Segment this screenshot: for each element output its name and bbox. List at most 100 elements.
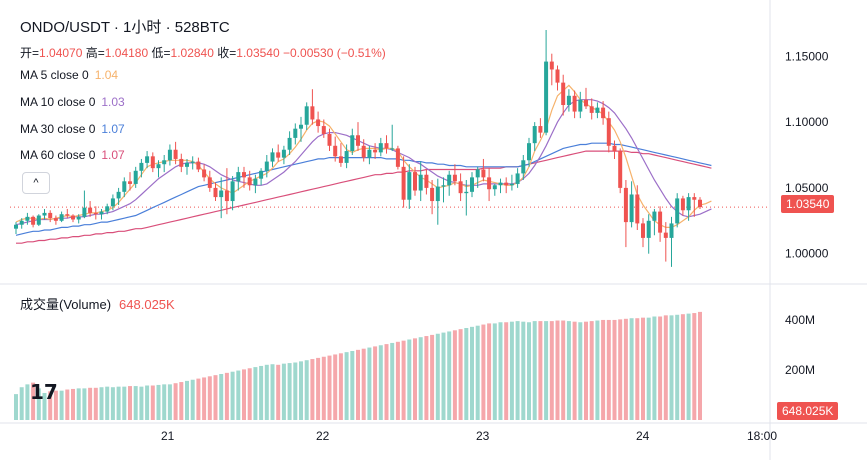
candle-body	[344, 151, 349, 163]
volume-value: 648.025K	[119, 297, 175, 312]
candle-body	[361, 145, 366, 158]
candle-body	[521, 160, 526, 174]
volume-bar	[498, 322, 503, 420]
volume-bar	[14, 394, 18, 420]
volume-bar	[669, 315, 674, 420]
ma60-line	[16, 150, 712, 244]
candle-body	[150, 156, 155, 169]
candle-body	[99, 211, 104, 215]
ma30-legend[interactable]: MA 30 close 0 1.07	[20, 122, 125, 136]
volume-bar	[42, 392, 47, 420]
ma30-value: 1.07	[101, 122, 125, 136]
volume-bar	[299, 361, 303, 420]
candle-body	[162, 160, 167, 165]
volume-legend[interactable]: 成交量(Volume) 648.025K	[20, 294, 175, 313]
candle-body	[25, 216, 30, 221]
candles	[14, 30, 702, 267]
open-value: 1.04070	[39, 46, 83, 60]
ma60-label: MA 60 close 0	[20, 148, 96, 162]
volume-bar	[658, 316, 663, 420]
price-tick-label: 1.05000	[785, 181, 829, 195]
candle-body	[413, 172, 417, 191]
volume-bar	[139, 386, 144, 420]
volume-bar	[162, 384, 167, 420]
collapse-legend-button[interactable]: ^	[22, 172, 50, 194]
candle-body	[133, 170, 138, 184]
candle-body	[481, 169, 486, 178]
candle-body	[356, 135, 360, 146]
candle-body	[618, 151, 623, 188]
volume-bar	[390, 342, 395, 420]
volume-bar	[549, 321, 554, 420]
ma30-label: MA 30 close 0	[20, 122, 96, 136]
ohlc-readout: 开=1.04070 高=1.04180 低=1.02840 收=1.03540 …	[20, 44, 386, 61]
candle-body	[190, 161, 195, 163]
volume-bar	[698, 311, 702, 420]
candle-body	[42, 212, 47, 216]
ma60-value: 1.07	[101, 148, 125, 162]
candle-body	[93, 212, 98, 215]
chart-title: ONDO/USDT · 1小时 · 528BTC	[20, 19, 230, 36]
volume-bar	[207, 376, 212, 420]
candle-body	[430, 187, 435, 202]
volume-bar	[270, 364, 275, 420]
ma5-legend[interactable]: MA 5 close 0 1.04	[20, 68, 118, 82]
volume-bar	[310, 359, 315, 420]
candle-body	[110, 198, 115, 207]
volume-bar	[470, 326, 474, 420]
volume-bar	[606, 319, 611, 420]
volume-bar	[110, 387, 115, 420]
volume-bar	[350, 351, 355, 420]
volume-bar	[663, 315, 668, 420]
candle-body	[338, 156, 343, 163]
volume-bar	[71, 388, 75, 420]
volume-bar	[105, 386, 110, 420]
candle-body	[629, 194, 634, 223]
candle-body	[623, 187, 628, 223]
last-volume-badge: 648.025K	[777, 402, 839, 420]
candle-body	[219, 190, 224, 198]
volume-bar	[202, 377, 207, 420]
ma60-legend[interactable]: MA 60 close 0 1.07	[20, 148, 125, 162]
volume-bar	[316, 357, 321, 420]
high-label: 高=	[85, 46, 105, 60]
volume-bar	[509, 321, 514, 420]
candle-body	[19, 220, 24, 225]
volume-bar	[173, 383, 178, 420]
volume-bar	[447, 331, 452, 420]
candle-body	[452, 174, 457, 182]
candle-body	[606, 118, 611, 146]
ma5-value: 1.04	[94, 68, 119, 82]
candle-body	[589, 106, 594, 113]
candle-body	[270, 152, 275, 162]
high-value: 1.04180	[104, 46, 149, 60]
close-label: 收=	[217, 46, 237, 60]
candle-body	[310, 106, 315, 120]
candle-body	[407, 172, 412, 200]
volume-bar	[276, 364, 281, 420]
price-tick-label: 1.15000	[785, 49, 829, 63]
low-label: 低=	[151, 46, 171, 60]
ma10-value: 1.03	[101, 95, 125, 109]
candle-body	[441, 185, 446, 187]
volume-bar	[304, 360, 309, 420]
candle-body	[378, 143, 383, 153]
volume-bar	[555, 320, 560, 420]
volume-bar	[36, 388, 41, 420]
volume-bar	[538, 321, 543, 420]
ma10-legend[interactable]: MA 10 close 0 1.03	[20, 95, 125, 109]
volume-tick-label: 400M	[785, 313, 815, 327]
candle-body	[424, 174, 429, 188]
candle-body	[584, 99, 588, 107]
volume-bar	[122, 386, 127, 420]
volume-bar	[224, 372, 229, 420]
volume-bar	[213, 375, 218, 420]
volume-bars	[14, 311, 702, 420]
candle-body	[390, 148, 395, 150]
candle-body	[36, 215, 41, 225]
candle-body	[179, 158, 184, 167]
candle-body	[692, 197, 697, 200]
volume-bar	[692, 313, 697, 420]
candle-body	[447, 174, 452, 186]
